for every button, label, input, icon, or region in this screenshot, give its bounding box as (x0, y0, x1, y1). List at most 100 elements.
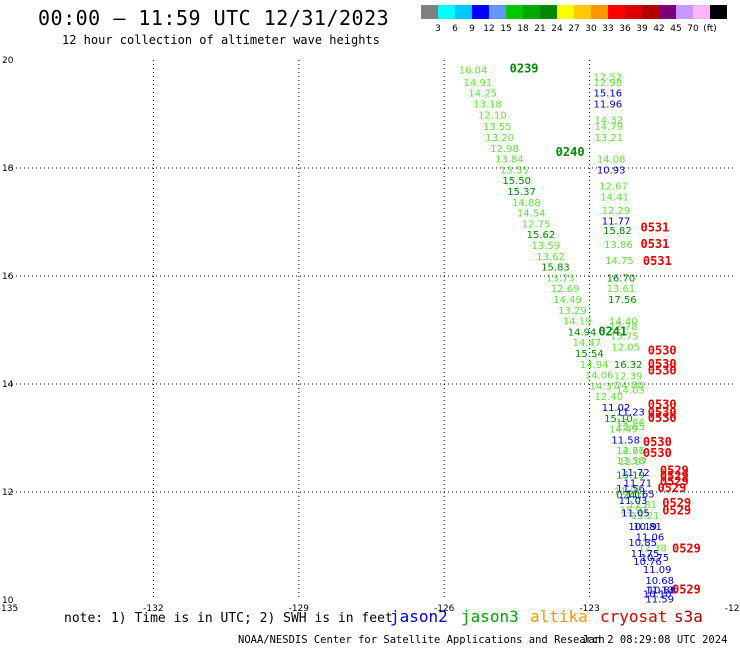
wave-height-point: 11.58 (611, 435, 640, 446)
x-tick-label: -120 (725, 604, 740, 614)
wave-height-point: 13.62 (536, 252, 565, 263)
wave-height-point: 12.65 (616, 422, 645, 433)
wave-height-point: 14.80 (615, 380, 644, 391)
time-annotation: 0529 (660, 469, 689, 483)
wave-height-point: 14.03 (616, 386, 645, 397)
wave-height-point: 11.71 (624, 479, 653, 490)
time-annotation: 0529 (660, 464, 689, 478)
legend-label: 12 (483, 24, 494, 34)
time-annotation: 0531 (643, 254, 672, 268)
wave-height-point: 13.75 (610, 332, 639, 343)
time-annotation: 0530 (648, 357, 677, 371)
wave-height-point: 16.32 (614, 360, 643, 371)
legend-label: 15 (500, 24, 511, 34)
satellite-label-jason2: jason2 (390, 607, 448, 626)
wave-height-point: 15.16 (593, 89, 622, 100)
wave-height-point: 11.59 (645, 595, 674, 606)
legend-label: 39 (636, 24, 648, 34)
satellite-label-cryosat: cryosat (600, 607, 668, 626)
wave-height-point: 17.56 (608, 295, 637, 306)
wave-height-point: 10.68 (645, 576, 674, 587)
wave-height-point: 13.84 (495, 155, 524, 166)
wave-height-point: 11.05 (621, 508, 650, 519)
time-annotation: 0529 (657, 481, 686, 495)
wave-height-point: 15.54 (575, 349, 604, 360)
wave-height-point: 14.49 (553, 295, 582, 306)
credit-text: NOAA/NESDIS Center for Satellite Applica… (238, 634, 605, 646)
satellite-label-s3a: s3a (674, 607, 703, 626)
legend-swatch (574, 5, 591, 19)
wave-height-point: 14.47 (573, 338, 602, 349)
legend-label: 6 (452, 24, 458, 34)
time-annotation: 0529 (672, 583, 701, 597)
wave-height-point: 10.19 (628, 522, 657, 533)
legend-swatch (455, 5, 472, 19)
wave-height-point: 12.05 (611, 343, 640, 354)
time-annotation: 0531 (640, 237, 669, 251)
wave-height-point: 14.94 (568, 327, 597, 338)
wave-height-point: 15.37 (507, 187, 536, 198)
footer-note: note: 1) Time is in UTC; 2) SWH is in fe… (64, 611, 393, 626)
y-tick-label: 10 (2, 596, 14, 606)
wave-height-point: 11.23 (616, 407, 645, 418)
wave-height-point: 14.75 (605, 256, 634, 267)
generated-timestamp: Jan 2 08:29:08 UTC 2024 (582, 634, 728, 646)
legend-swatch (659, 5, 676, 19)
wave-height-point: 16.70 (607, 273, 636, 284)
legend-label: 36 (619, 24, 631, 34)
wave-height-point: 14.19 (563, 317, 592, 328)
legend-label: 21 (534, 24, 545, 34)
time-annotation: 0239 (510, 61, 539, 75)
legend-label: 27 (568, 24, 579, 34)
wave-height-point: 12.75 (522, 219, 551, 230)
wave-height-point: 12.78 (609, 322, 638, 333)
wave-height-point: 0241 (616, 490, 641, 501)
wave-height-point: 14.94 (580, 360, 609, 371)
legend-label: 18 (517, 24, 529, 34)
time-annotations: 0239024002410531053105310530053005300530… (510, 61, 701, 596)
wave-height-point: 14.54 (517, 209, 546, 220)
wave-height-point: 11.06 (636, 533, 665, 544)
x-tick-label: -135 (0, 604, 18, 614)
x-tick-label: -129 (289, 604, 310, 614)
legend-label: (ft) (703, 24, 717, 34)
wave-height-point: 11.03 (619, 496, 648, 507)
chart-axes: -135 -132 -129 -126 -123 -120 20 18 16 14 12 10 (0, 56, 740, 614)
wave-height-point: 13.86 (604, 240, 633, 251)
wave-height-point: 13.21 (594, 133, 623, 144)
wave-height-point: 13.58 (616, 456, 645, 467)
wave-height-point: 12.81 (628, 500, 657, 511)
time-annotation: 0530 (648, 397, 677, 411)
wave-height-point: 14.25 (468, 89, 497, 100)
wave-height-point: 14.79 (594, 122, 623, 133)
time-annotation: 0241 (598, 324, 627, 338)
x-tick-label: -123 (579, 604, 599, 614)
wave-height-point: 15.10 (604, 414, 633, 425)
wave-height-point: 14.88 (512, 198, 541, 209)
wave-height-point: 15.91 (620, 506, 649, 517)
x-tick-label: -126 (434, 604, 455, 614)
wave-height-point: 14.41 (600, 192, 629, 203)
wave-height-point: 12.98 (490, 144, 519, 155)
time-annotation: 0530 (648, 405, 677, 419)
satellite-label-altika: altika (530, 607, 588, 626)
y-tick-label: 16 (2, 272, 14, 282)
legend-label: 70 (687, 24, 699, 34)
chart-title: 00:00 – 11:59 UTC 12/31/2023 (38, 6, 390, 30)
wave-height-point: 11.13 (645, 586, 674, 597)
wave-height-point: 12.40 (594, 392, 623, 403)
wave-height-point: 12.67 (599, 182, 628, 193)
y-tick-label: 14 (2, 380, 14, 390)
chart-subtitle: 12 hour collection of altimeter wave hei… (62, 33, 380, 47)
time-annotation: 0529 (660, 475, 689, 489)
wave-height-point: 12.07 (619, 457, 648, 468)
wave-height-point: 11.65 (626, 489, 655, 500)
wave-height-point: 14.49 (609, 425, 638, 436)
legend-swatch (489, 5, 506, 19)
wave-height-point: 11.96 (593, 100, 622, 111)
wave-height-point: 13.29 (558, 306, 587, 317)
time-annotation: 0530 (648, 411, 677, 425)
time-annotation: 0529 (662, 496, 691, 510)
legend-label: 45 (670, 24, 681, 34)
